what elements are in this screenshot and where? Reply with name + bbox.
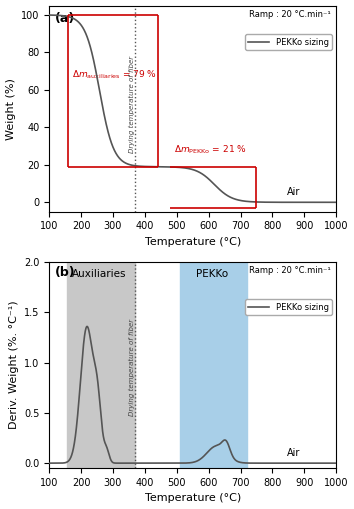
Text: (b): (b)	[55, 266, 75, 279]
Text: $\Delta m_{\mathrm{PEKKo}}$ = 21 %: $\Delta m_{\mathrm{PEKKo}}$ = 21 %	[173, 144, 246, 156]
X-axis label: Temperature (°C): Temperature (°C)	[144, 237, 241, 247]
Text: Auxiliaries: Auxiliaries	[72, 269, 127, 279]
Bar	[67, 262, 135, 468]
Legend: PEKKo sizing: PEKKo sizing	[245, 299, 332, 315]
Legend: PEKKo sizing: PEKKo sizing	[245, 35, 332, 50]
Text: Air: Air	[286, 448, 300, 458]
Text: Ramp : 20 °C.min⁻¹: Ramp : 20 °C.min⁻¹	[249, 266, 330, 275]
Text: Drying temperature of fiber: Drying temperature of fiber	[129, 56, 135, 153]
X-axis label: Temperature (°C): Temperature (°C)	[144, 493, 241, 503]
Bar	[180, 262, 247, 468]
Text: Air: Air	[286, 187, 300, 197]
Y-axis label: Deriv. Weight (%. °C⁻¹): Deriv. Weight (%. °C⁻¹)	[8, 301, 18, 430]
Text: PEKKo: PEKKo	[196, 269, 228, 279]
Y-axis label: Weight (%): Weight (%)	[6, 78, 16, 139]
Text: Ramp : 20 °C.min⁻¹: Ramp : 20 °C.min⁻¹	[249, 10, 330, 19]
Text: (a): (a)	[55, 12, 75, 25]
Text: Drying temperature of fiber: Drying temperature of fiber	[129, 319, 135, 416]
Text: $\Delta m_{\mathrm{auxiliaries}}$ = 79 %: $\Delta m_{\mathrm{auxiliaries}}$ = 79 %	[72, 69, 156, 81]
